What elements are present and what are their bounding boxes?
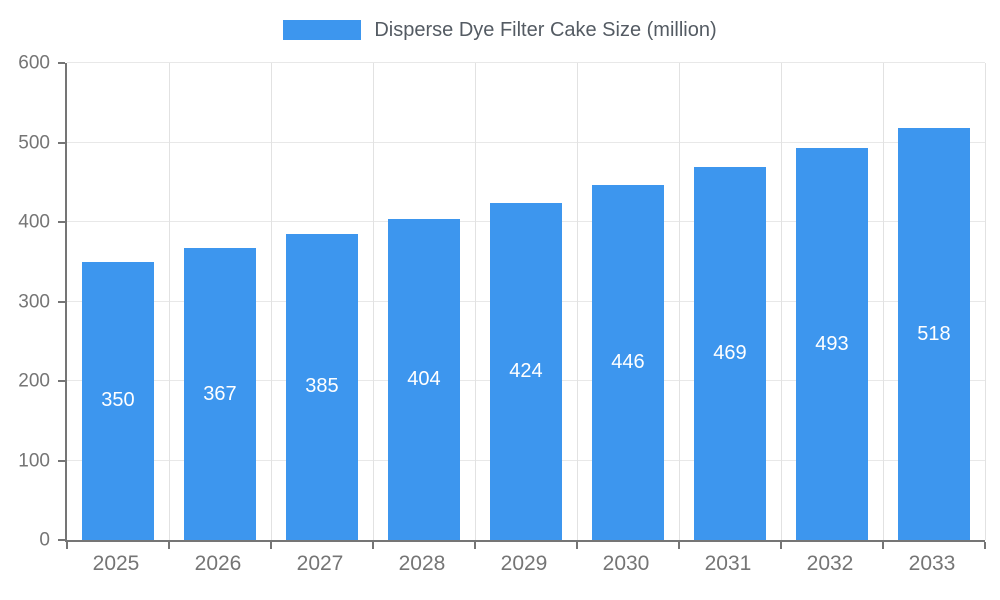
v-gridline — [577, 63, 578, 540]
v-gridline — [985, 63, 986, 540]
bar[interactable]: 350 — [82, 261, 154, 540]
bar-band: 350 — [67, 63, 169, 540]
y-tick-mark — [58, 539, 65, 541]
x-tick-label: 2033 — [908, 552, 956, 575]
bar-value-label: 518 — [917, 322, 951, 345]
bar-band: 493 — [781, 63, 883, 540]
x-tick-mark — [780, 542, 782, 549]
bar-value-label: 385 — [305, 375, 339, 398]
y-tick-mark — [58, 221, 65, 224]
x-tick-label: 2030 — [602, 552, 650, 575]
bar-band: 469 — [679, 63, 781, 540]
v-gridline — [372, 63, 374, 540]
x-tick-mark — [474, 542, 476, 549]
plot-area: 350 367 385 404 424 446 469 493 518 — [58, 62, 986, 549]
bars-layer: 350 367 385 404 424 446 469 493 518 — [67, 63, 985, 540]
x-tick-mark — [882, 542, 884, 549]
y-tick-label: 200 — [18, 370, 50, 392]
y-tick-mark — [58, 141, 65, 144]
bar-value-label: 350 — [101, 389, 135, 412]
bar[interactable]: 469 — [694, 167, 766, 540]
y-tick-label: 500 — [18, 132, 50, 153]
y-tick-mark — [58, 380, 65, 383]
bar[interactable]: 493 — [796, 148, 868, 540]
bar[interactable]: 367 — [184, 248, 256, 540]
bar-value-label: 367 — [203, 382, 237, 405]
h-gridline — [67, 141, 985, 143]
bar-value-label: 469 — [713, 342, 747, 365]
v-gridline — [169, 63, 170, 540]
bar-band: 518 — [883, 63, 985, 540]
v-gridline — [883, 63, 884, 540]
bar-band: 446 — [577, 63, 679, 540]
bar[interactable]: 385 — [286, 233, 358, 540]
x-tick-mark — [371, 542, 374, 549]
bar-value-label: 493 — [815, 332, 849, 355]
bar-value-label: 446 — [611, 351, 645, 374]
x-tick-label: 2031 — [704, 552, 752, 575]
x-tick-label: 2028 — [398, 552, 446, 575]
v-gridline — [271, 63, 272, 540]
x-tick-mark — [984, 542, 986, 549]
x-tick-label: 2029 — [500, 552, 548, 575]
v-gridline — [475, 63, 476, 540]
bar-band: 404 — [373, 63, 475, 540]
x-tick-mark — [270, 542, 272, 549]
y-tick-label: 600 — [18, 52, 50, 74]
y-tick-label: 0 — [39, 529, 50, 551]
y-tick-mark — [58, 300, 65, 303]
bar[interactable]: 424 — [490, 202, 562, 540]
legend[interactable]: Disperse Dye Filter Cake Size (million) — [0, 16, 1000, 44]
bar[interactable]: 446 — [592, 185, 664, 540]
v-gridline — [781, 63, 782, 540]
x-tick-label: 2032 — [806, 552, 854, 575]
x-tick-mark — [677, 542, 680, 549]
y-tick-mark — [58, 459, 65, 462]
legend-label: Disperse Dye Filter Cake Size (million) — [374, 18, 717, 41]
y-tick-mark — [58, 62, 65, 64]
h-gridline — [67, 62, 985, 63]
bar[interactable]: 518 — [898, 128, 970, 540]
bar-band: 367 — [169, 63, 271, 540]
x-tick-mark — [66, 542, 68, 549]
y-axis-labels: 0 100 200 300 400 500 600 — [0, 54, 50, 550]
x-tick-mark — [576, 542, 578, 549]
bar-band: 424 — [475, 63, 577, 540]
bar-value-label: 404 — [407, 367, 441, 390]
legend-swatch — [283, 20, 362, 40]
x-axis-labels: 2025 2026 2027 2028 2029 2030 2031 2032 2033 — [65, 552, 983, 586]
y-tick-label: 400 — [18, 211, 50, 233]
bar-band: 385 — [271, 63, 373, 540]
y-tick-label: 300 — [18, 291, 50, 312]
bar-value-label: 424 — [509, 359, 543, 382]
v-gridline — [678, 63, 680, 540]
x-tick-label: 2027 — [296, 552, 344, 575]
y-tick-label: 100 — [18, 450, 50, 472]
x-tick-label: 2026 — [194, 552, 242, 575]
bar[interactable]: 404 — [388, 218, 460, 540]
x-tick-mark — [168, 542, 170, 549]
x-tick-label: 2025 — [92, 552, 140, 575]
